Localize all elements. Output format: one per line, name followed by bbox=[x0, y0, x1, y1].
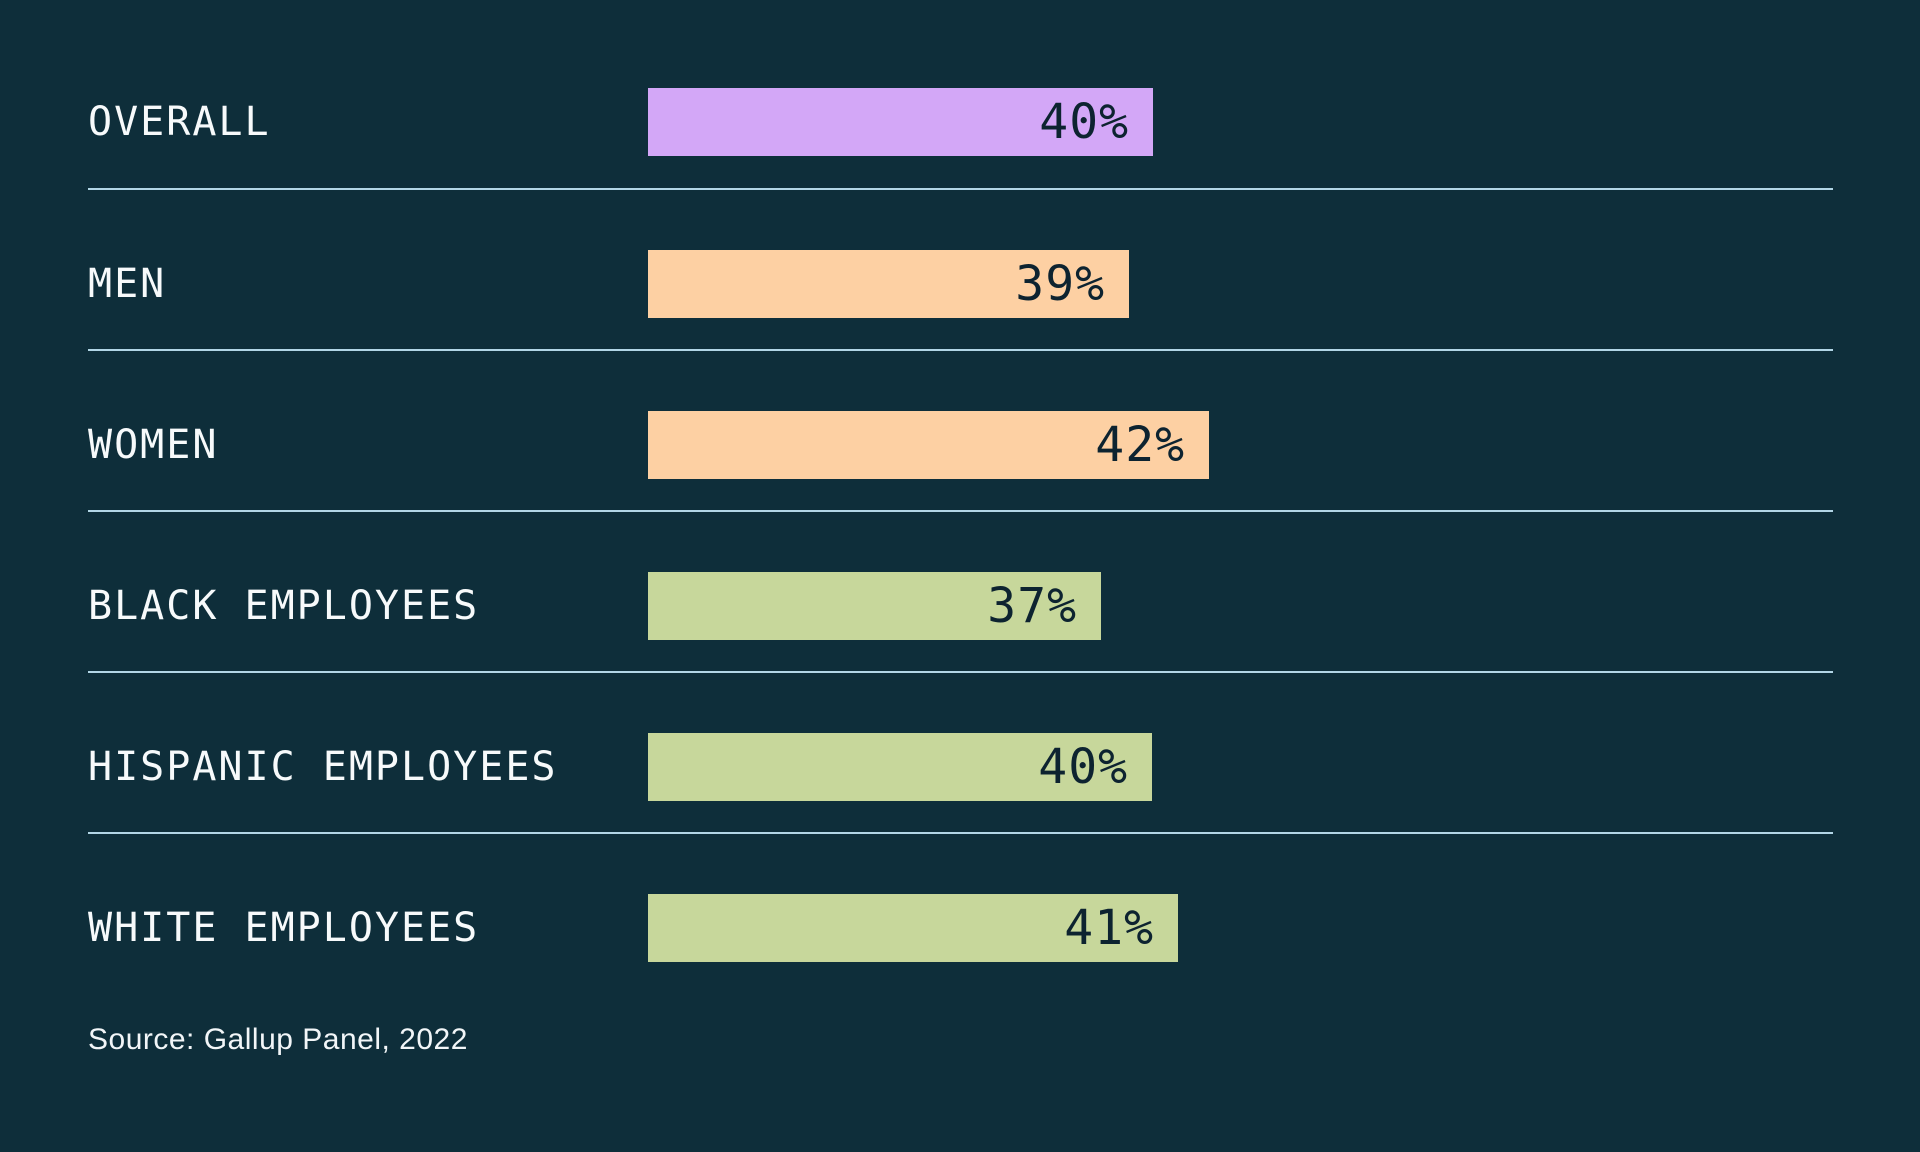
bar-value-label: 42% bbox=[1095, 416, 1185, 473]
chart-row: BLACK EMPLOYEES 37% bbox=[88, 512, 1833, 671]
chart-row: HISPANIC EMPLOYEES 40% bbox=[88, 673, 1833, 832]
bar-value-label: 40% bbox=[1039, 94, 1129, 150]
category-label-white-employees: WHITE EMPLOYEES bbox=[88, 904, 480, 951]
chart-row: OVERALL 40% bbox=[88, 0, 1833, 188]
bar-white-employees: 41% bbox=[648, 893, 1178, 962]
chart-row: WOMEN 42% bbox=[88, 351, 1833, 510]
category-label-overall: OVERALL bbox=[88, 99, 271, 145]
bar-value-label: 40% bbox=[1038, 738, 1128, 795]
row-divider bbox=[88, 349, 1833, 351]
row-divider bbox=[88, 671, 1833, 673]
bar-value-label: 41% bbox=[1064, 899, 1154, 956]
chart-row: WHITE EMPLOYEES 41% bbox=[88, 834, 1833, 993]
bar-overall: 40% bbox=[648, 88, 1153, 156]
bar-men: 39% bbox=[648, 249, 1129, 318]
bar-black-employees: 37% bbox=[648, 571, 1101, 640]
category-label-men: MEN bbox=[88, 260, 167, 307]
bar-value-label: 39% bbox=[1015, 255, 1105, 312]
bar-value-label: 37% bbox=[987, 577, 1077, 634]
bar-hispanic-employees: 40% bbox=[648, 732, 1152, 801]
row-divider bbox=[88, 188, 1833, 190]
row-divider bbox=[88, 832, 1833, 834]
category-label-black-employees: BLACK EMPLOYEES bbox=[88, 582, 480, 629]
category-label-women: WOMEN bbox=[88, 421, 219, 468]
row-divider bbox=[88, 510, 1833, 512]
category-label-hispanic-employees: HISPANIC EMPLOYEES bbox=[88, 743, 558, 790]
source-note: Source: Gallup Panel, 2022 bbox=[88, 1023, 468, 1056]
bar-women: 42% bbox=[648, 410, 1209, 479]
chart-row: MEN 39% bbox=[88, 190, 1833, 349]
